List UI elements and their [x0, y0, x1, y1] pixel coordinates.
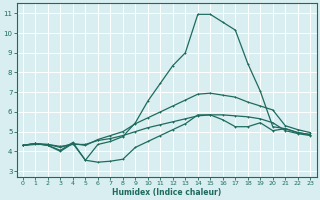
X-axis label: Humidex (Indice chaleur): Humidex (Indice chaleur) — [112, 188, 221, 197]
